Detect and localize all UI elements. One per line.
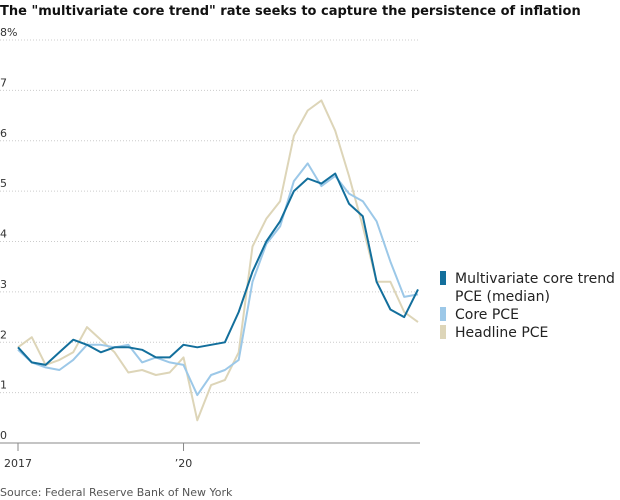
y-tick-label: 6 — [0, 127, 7, 140]
y-tick-label: 4 — [0, 228, 7, 241]
chart-title: The "multivariate core trend" rate seeks… — [0, 4, 581, 19]
legend-label: Multivariate core trend PCE (median) — [455, 271, 615, 305]
series-line — [17, 172, 419, 366]
y-tick-label: 5 — [0, 177, 7, 190]
y-tick-label: 8% — [0, 26, 17, 39]
y-tick-label: 2 — [0, 328, 7, 341]
x-tick-label: 2017 — [4, 457, 32, 470]
y-tick-label: 0 — [0, 429, 7, 442]
x-tick-label: ’20 — [175, 457, 193, 470]
y-tick-label: 1 — [0, 379, 7, 392]
series-line — [17, 162, 419, 397]
legend-label: Core PCE — [455, 307, 519, 323]
legend-swatch — [440, 325, 446, 339]
source: Source: Federal Reserve Bank of New York — [0, 486, 233, 499]
series-line — [17, 99, 419, 422]
y-tick-label: 7 — [0, 76, 7, 89]
legend-swatch — [440, 307, 446, 321]
legend-swatch — [440, 271, 446, 285]
y-tick-label: 3 — [0, 278, 7, 291]
legend-label: Headline PCE — [455, 325, 548, 341]
